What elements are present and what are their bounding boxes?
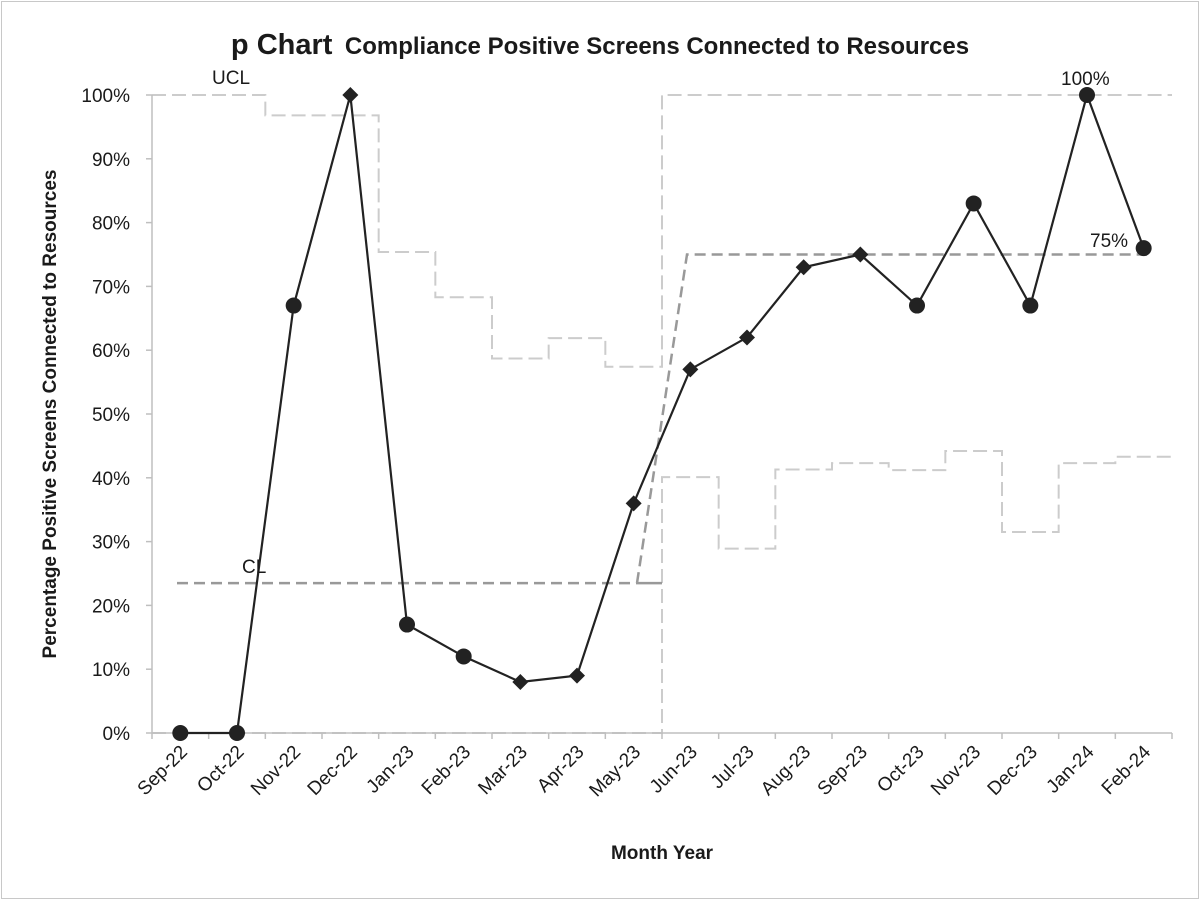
data-point-circle (399, 616, 415, 633)
cl-line (177, 253, 1147, 585)
y-tick-label: 40% (92, 469, 130, 490)
x-tick-label: May-23 (586, 742, 646, 802)
data-point-diamond (625, 495, 642, 512)
x-tick-label: Jul-23 (707, 742, 758, 793)
y-tick-label: 100% (81, 86, 130, 107)
x-tick-label: Mar-23 (474, 742, 531, 799)
chart-title-main: p Chart (231, 29, 333, 61)
axes (146, 94, 1173, 739)
cl-value-label: 75% (1090, 231, 1128, 252)
y-axis-title: Percentage Positive Screens Connected to… (40, 170, 61, 659)
x-tick-label: Jun-23 (646, 742, 702, 798)
x-tick-label: Aug-23 (757, 742, 815, 800)
y-tick-label: 10% (92, 660, 130, 681)
data-point-circle (229, 725, 245, 741)
data-point-diamond (342, 87, 359, 103)
ucl-label: UCL (212, 68, 250, 89)
x-tick-label: Jan-23 (363, 742, 419, 798)
data-point-circle (455, 648, 472, 665)
x-tick-label: Nov-22 (247, 742, 305, 800)
data-point-diamond (569, 667, 585, 684)
data-point-circle (1079, 87, 1095, 103)
x-tick-label: Sep-23 (814, 742, 872, 800)
data-point-circle (909, 297, 925, 314)
data-point-circle (1135, 240, 1152, 257)
x-tick-label: Feb-24 (1098, 741, 1156, 799)
ucl-line (152, 94, 1172, 368)
y-tick-label: 0% (103, 724, 131, 745)
x-tick-label: Dec-23 (984, 742, 1042, 800)
y-tick-label: 30% (92, 533, 130, 554)
series-line (180, 91, 1145, 735)
control-limits (152, 94, 1172, 734)
x-tick-label: Feb-23 (418, 742, 475, 799)
max-value-label: 100% (1061, 69, 1110, 90)
data-point-diamond (795, 259, 812, 276)
data-point-diamond (682, 361, 699, 378)
y-tick-label: 70% (92, 277, 130, 298)
x-tick-label: Apr-23 (533, 742, 588, 797)
x-tick-label: Oct-23 (873, 742, 928, 797)
y-tick-label: 90% (92, 150, 130, 171)
x-axis-title: Month Year (611, 843, 714, 864)
data-series (172, 87, 1152, 741)
data-point-circle (965, 195, 982, 212)
y-tick-label: 60% (92, 341, 130, 362)
data-point-diamond (739, 329, 755, 346)
x-tick-label: Nov-23 (927, 742, 985, 800)
data-point-circle (172, 725, 189, 741)
y-tick-label: 80% (92, 214, 130, 235)
y-tick-label: 50% (92, 405, 130, 426)
chart-title: p Chart Compliance Positive Screens Conn… (231, 29, 969, 61)
chart-subtitle: Compliance Positive Screens Connected to… (345, 33, 969, 60)
data-point-diamond (852, 246, 869, 263)
data-point-diamond (512, 673, 529, 690)
x-tick-label: Jan-24 (1043, 741, 1099, 797)
y-tick-label: 20% (92, 596, 130, 617)
cl-label: CL (242, 557, 266, 578)
data-point-circle (1022, 297, 1039, 314)
x-tick-label: Oct-22 (193, 742, 248, 797)
lcl-line (152, 450, 1172, 734)
data-point-circle (285, 297, 302, 314)
x-tick-label: Sep-22 (134, 742, 192, 800)
x-tick-label: Dec-22 (304, 742, 362, 800)
